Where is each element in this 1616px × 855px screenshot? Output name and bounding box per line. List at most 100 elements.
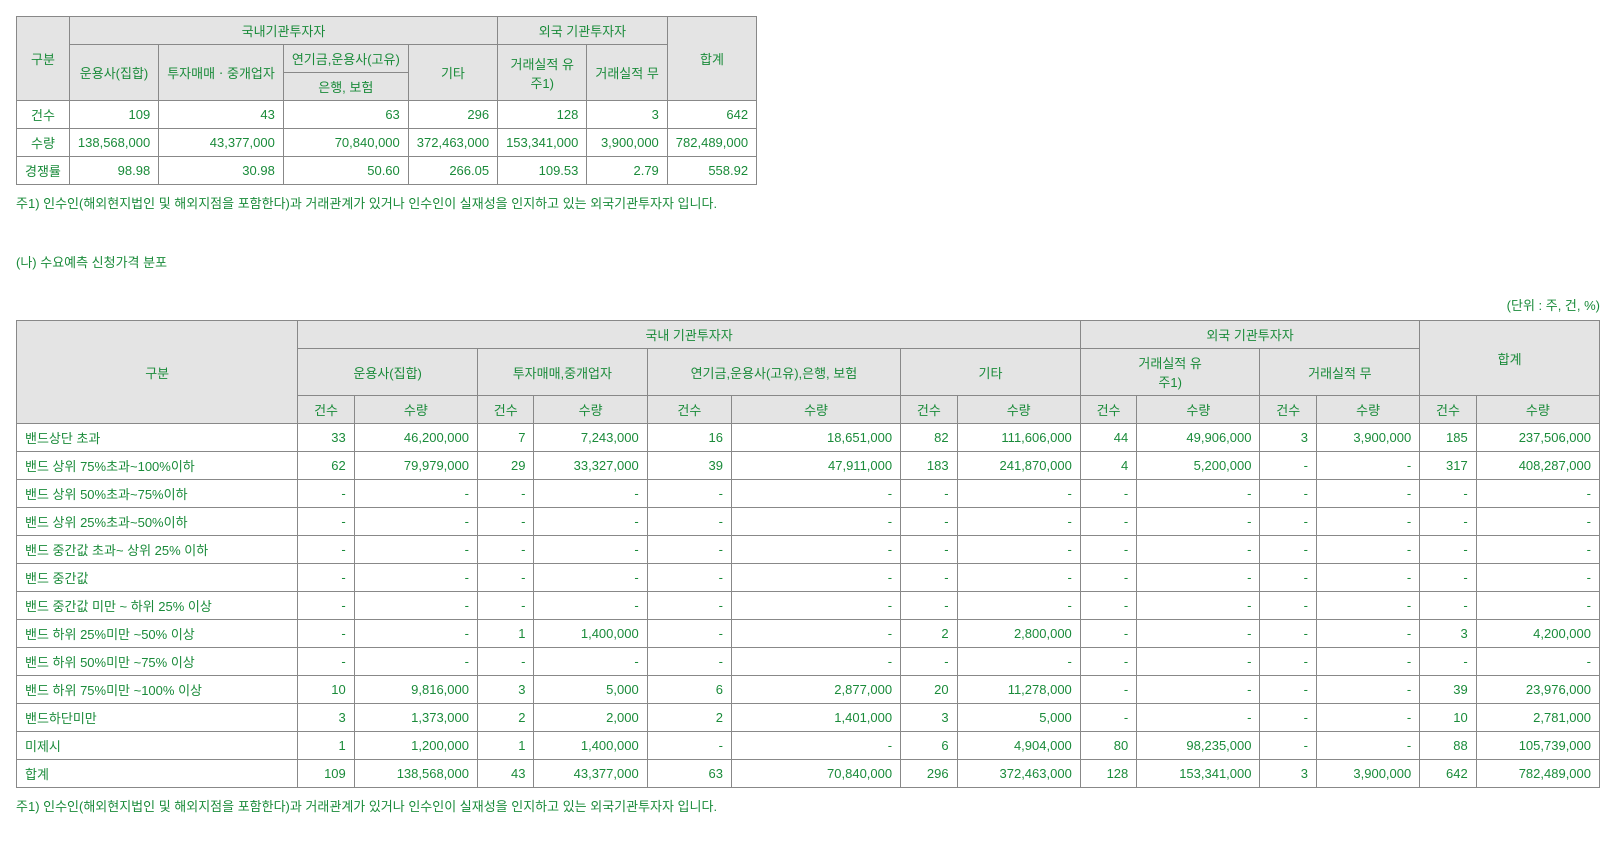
cell-value: 23,976,000 [1476, 676, 1599, 704]
cell-value: - [1316, 704, 1419, 732]
cell-value: - [477, 480, 533, 508]
cell-value: - [1476, 508, 1599, 536]
cell-value: - [647, 508, 731, 536]
cell-value: - [732, 536, 901, 564]
cell-value: - [354, 564, 477, 592]
cell-value: 4 [1080, 452, 1136, 480]
cell-value: - [901, 536, 957, 564]
row-label: 건수 [17, 101, 70, 129]
cell-value: 1,373,000 [354, 704, 477, 732]
row-label: 밴드 상위 25%초과~50%이하 [17, 508, 298, 536]
cell-value: 296 [901, 760, 957, 788]
cell-value: 105,739,000 [1476, 732, 1599, 760]
cell-value: - [1316, 592, 1419, 620]
cell-value: - [1260, 508, 1316, 536]
cell-value: - [957, 564, 1080, 592]
table-row: 밴드 하위 50%미만 ~75% 이상-------------- [17, 648, 1600, 676]
cell-value: 18,651,000 [732, 424, 901, 452]
cell-value: 138,568,000 [354, 760, 477, 788]
table-row: 밴드 하위 75%미만 ~100% 이상109,816,00035,00062,… [17, 676, 1600, 704]
cell-value: 642 [1420, 760, 1476, 788]
cell-value: 46,200,000 [354, 424, 477, 452]
cell-value: 6 [647, 676, 731, 704]
section2-unit: (단위 : 주, 건, %) [16, 295, 1600, 314]
cell-value: - [1316, 676, 1419, 704]
cell-value: 39 [647, 452, 731, 480]
cell-value: 50.60 [283, 157, 408, 185]
cell-value: 3 [477, 676, 533, 704]
row-label: 합계 [17, 760, 298, 788]
cell-value: - [477, 592, 533, 620]
cell-value: 43,377,000 [534, 760, 647, 788]
cell-value: 3 [901, 704, 957, 732]
summary-table: 구분 국내기관투자자 외국 기관투자자 합계 운용사(집합) 투자매매ㆍ중개업자… [16, 16, 757, 185]
cell-value: - [1137, 620, 1260, 648]
cell-value: - [647, 564, 731, 592]
cell-value: - [1260, 592, 1316, 620]
cell-value: - [1137, 564, 1260, 592]
cell-value: - [1080, 704, 1136, 732]
cell-value: - [647, 648, 731, 676]
row-label: 수량 [17, 129, 70, 157]
cell-value: 1 [477, 620, 533, 648]
table-row: 밴드 중간값-------------- [17, 564, 1600, 592]
cell-value: 33,327,000 [534, 452, 647, 480]
cell-value: - [1080, 648, 1136, 676]
col-domestic: 국내기관투자자 [69, 17, 497, 45]
cell-value: - [901, 480, 957, 508]
cell-value: - [647, 480, 731, 508]
cell-value: 63 [283, 101, 408, 129]
t2-total: 합계 [1420, 321, 1600, 396]
cell-value: 43,377,000 [159, 129, 284, 157]
cell-value: 558.92 [667, 157, 756, 185]
cell-value: - [298, 564, 354, 592]
cell-value: 88 [1420, 732, 1476, 760]
cell-value: 185 [1420, 424, 1476, 452]
cell-value: - [1476, 480, 1599, 508]
cell-value: - [1476, 648, 1599, 676]
cell-value: - [1137, 536, 1260, 564]
cell-value: 79,979,000 [354, 452, 477, 480]
cell-value: - [298, 536, 354, 564]
cell-value: 1 [477, 732, 533, 760]
cell-value: 2,800,000 [957, 620, 1080, 648]
cell-value: 408,287,000 [1476, 452, 1599, 480]
cell-value: - [534, 508, 647, 536]
cell-value: - [1420, 536, 1476, 564]
cell-value: 98.98 [69, 157, 158, 185]
cell-value: 183 [901, 452, 957, 480]
cell-value: 3 [587, 101, 667, 129]
cell-value: 44 [1080, 424, 1136, 452]
cell-value: 80 [1080, 732, 1136, 760]
col-pension-a: 연기금,운용사(고유) [283, 45, 408, 73]
cell-value: - [732, 564, 901, 592]
cell-value: 30.98 [159, 157, 284, 185]
table-row: 밴드 중간값 초과~ 상위 25% 이하-------------- [17, 536, 1600, 564]
cell-value: - [354, 592, 477, 620]
cell-value: - [1080, 508, 1136, 536]
cell-value: 1,401,000 [732, 704, 901, 732]
table-row: 밴드하단미만31,373,00022,00021,401,00035,000--… [17, 704, 1600, 732]
table1-footnote: 주1) 인수인(해외현지법인 및 해외지점을 포함한다)과 거래관계가 있거나 … [16, 193, 1600, 212]
cell-value: 5,000 [957, 704, 1080, 732]
cell-value: - [957, 648, 1080, 676]
cell-value: 782,489,000 [667, 129, 756, 157]
subhead-count: 건수 [1080, 396, 1136, 424]
col-category: 구분 [17, 17, 70, 101]
cell-value: - [1260, 620, 1316, 648]
cell-value: 372,463,000 [408, 129, 497, 157]
row-label: 밴드하단미만 [17, 704, 298, 732]
cell-value: 1,400,000 [534, 732, 647, 760]
cell-value: - [298, 480, 354, 508]
table-row: 밴드 중간값 미만 ~ 하위 25% 이상-------------- [17, 592, 1600, 620]
cell-value: 1,200,000 [354, 732, 477, 760]
cell-value: 372,463,000 [957, 760, 1080, 788]
cell-value: 70,840,000 [732, 760, 901, 788]
t2-g6: 거래실적 무 [1260, 349, 1420, 396]
cell-value: 2,781,000 [1476, 704, 1599, 732]
row-label: 밴드 중간값 초과~ 상위 25% 이하 [17, 536, 298, 564]
cell-value: - [1260, 452, 1316, 480]
col-trade-no: 거래실적 무 [587, 45, 667, 101]
cell-value: 782,489,000 [1476, 760, 1599, 788]
cell-value: - [732, 620, 901, 648]
